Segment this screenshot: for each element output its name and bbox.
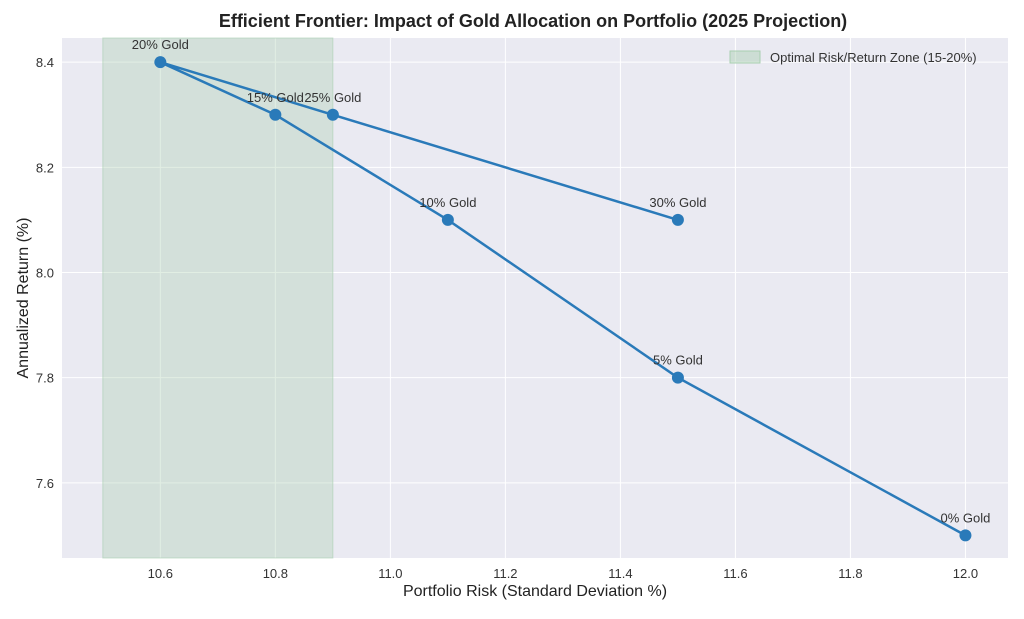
point-label: 15% Gold — [247, 90, 304, 105]
point-label: 25% Gold — [304, 90, 361, 105]
data-point — [959, 529, 972, 542]
y-tick-label: 8.4 — [36, 55, 54, 70]
x-axis-label: Portfolio Risk (Standard Deviation %) — [403, 583, 667, 600]
legend-label: Optimal Risk/Return Zone (15-20%) — [770, 50, 977, 65]
optimal-zone — [102, 37, 334, 559]
data-point — [671, 371, 684, 384]
data-point — [326, 108, 339, 121]
y-tick-label: 8.2 — [36, 160, 54, 175]
data-point — [441, 213, 454, 226]
point-label: 30% Gold — [649, 195, 706, 210]
point-label: 10% Gold — [419, 195, 476, 210]
data-point — [671, 213, 684, 226]
point-label: 0% Gold — [941, 510, 991, 525]
data-point — [269, 108, 282, 121]
x-tick-label: 10.8 — [263, 566, 288, 581]
y-tick-label: 7.8 — [36, 371, 54, 386]
point-label: 20% Gold — [132, 37, 189, 52]
legend-swatch — [729, 50, 761, 64]
y-axis-label: Annualized Return (%) — [15, 218, 32, 379]
chart-title: Efficient Frontier: Impact of Gold Alloc… — [219, 11, 847, 31]
y-tick-label: 7.6 — [36, 476, 54, 491]
data-point — [154, 56, 167, 69]
x-tick-label: 11.0 — [378, 566, 402, 581]
x-tick-label: 11.8 — [838, 566, 862, 581]
point-label: 5% Gold — [653, 353, 703, 368]
x-tick-label: 11.4 — [608, 566, 632, 581]
y-tick-label: 8.0 — [36, 265, 54, 280]
x-tick-label: 12.0 — [953, 566, 978, 581]
x-tick-label: 11.2 — [493, 566, 517, 581]
x-tick-label: 11.6 — [723, 566, 747, 581]
x-tick-label: 10.6 — [148, 566, 173, 581]
